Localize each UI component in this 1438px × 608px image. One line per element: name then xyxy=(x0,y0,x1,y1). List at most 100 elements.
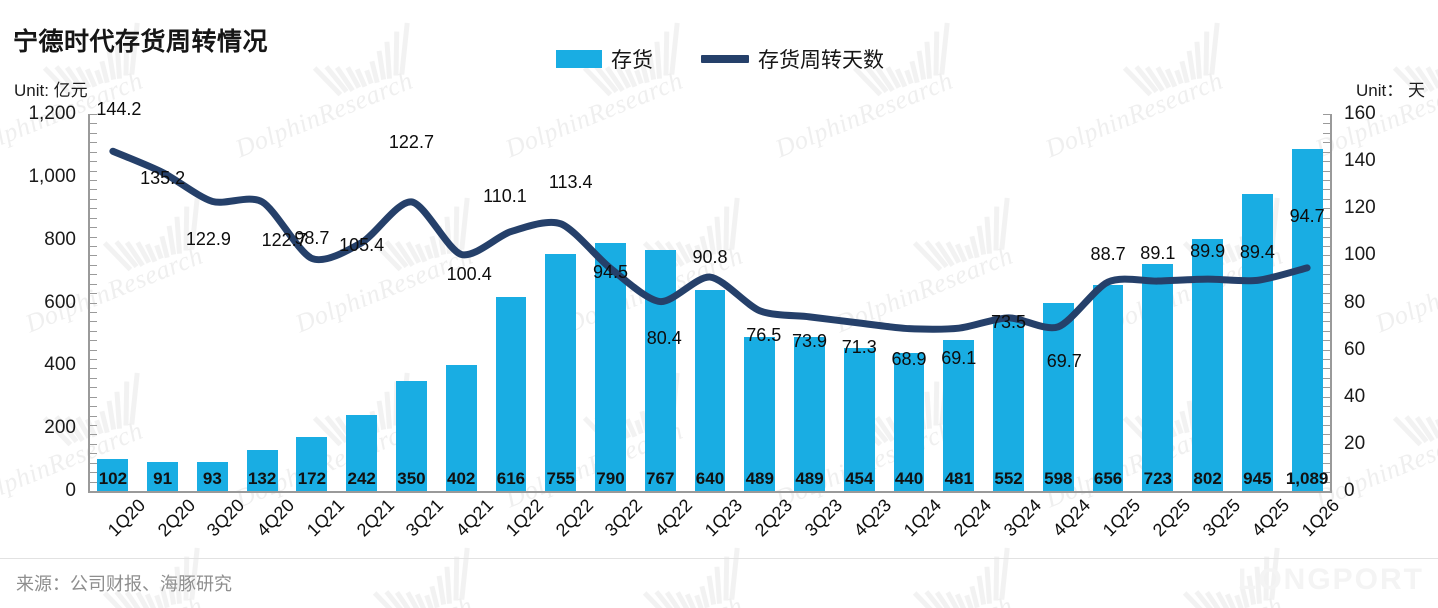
bar[interactable] xyxy=(794,337,825,491)
axis-tick xyxy=(1323,208,1330,210)
bar[interactable] xyxy=(744,337,776,491)
bar[interactable] xyxy=(644,250,676,491)
right-axis-tick-label: 120 xyxy=(1344,197,1376,219)
legend-line-swatch-icon xyxy=(701,55,749,63)
axis-tick xyxy=(1323,114,1330,115)
legend-label: 存货 xyxy=(611,49,653,72)
bar-value-label: 802 xyxy=(1193,469,1222,488)
axis-tick xyxy=(1323,255,1330,257)
axis-tick xyxy=(90,311,97,313)
axis-tick xyxy=(90,123,97,125)
x-axis-tick-label: 2Q24 xyxy=(949,495,995,541)
axis-tick xyxy=(90,330,97,332)
axis-tick xyxy=(90,208,97,210)
line-value-label: 100.4 xyxy=(446,264,492,285)
x-axis-tick-label: 4Q24 xyxy=(1049,495,1095,541)
bar[interactable] xyxy=(993,317,1024,491)
bar[interactable] xyxy=(694,289,726,491)
bar-value-label: 93 xyxy=(202,469,222,488)
page-title: 宁德时代存货周转情况 xyxy=(13,28,269,56)
x-axis-tick-label: 1Q26 xyxy=(1297,495,1344,541)
axis-tick xyxy=(90,227,97,229)
axis-tick xyxy=(1323,387,1330,389)
bar[interactable] xyxy=(545,253,577,491)
right-axis-line xyxy=(1330,114,1332,493)
left-axis-unit: Unit: 亿元 xyxy=(14,81,88,100)
axis-tick xyxy=(1323,425,1330,427)
bar[interactable] xyxy=(147,462,179,491)
bar[interactable] xyxy=(1042,303,1074,491)
bar-value-label: 132 xyxy=(247,469,277,488)
line-value-label: 73.5 xyxy=(991,311,1027,332)
line-value-label: 90.8 xyxy=(692,247,728,268)
bar-value-label: 767 xyxy=(646,469,675,488)
axis-tick xyxy=(90,142,97,144)
bar[interactable] xyxy=(296,436,328,491)
bar[interactable] xyxy=(1142,263,1174,491)
line-value-label: 94.7 xyxy=(1289,205,1325,226)
legend-item-turnover-days[interactable]: 存货周转天数 xyxy=(701,44,884,74)
x-axis-tick-label: 1Q20 xyxy=(103,495,150,541)
bar[interactable] xyxy=(1291,148,1323,491)
bar[interactable] xyxy=(445,364,477,491)
x-axis-tick-label: 2Q23 xyxy=(750,495,796,541)
x-axis-tick-label: 1Q25 xyxy=(1098,495,1145,541)
right-axis-tick-label: 40 xyxy=(1344,385,1366,407)
axis-tick xyxy=(1323,396,1330,398)
axis-tick xyxy=(90,236,97,238)
chart-legend: 存货 存货周转天数 xyxy=(556,44,884,74)
bar[interactable] xyxy=(97,458,129,491)
axis-tick xyxy=(1323,170,1330,172)
left-axis-tick-label: 800 xyxy=(44,228,76,250)
longport-watermark: LONGPORT xyxy=(1238,563,1424,596)
axis-tick xyxy=(1323,274,1330,276)
axis-tick xyxy=(1323,189,1330,191)
legend-label: 存货周转天数 xyxy=(758,49,884,72)
line-value-label: 71.3 xyxy=(841,336,877,357)
left-axis-line xyxy=(88,114,90,493)
axis-tick xyxy=(1323,311,1330,313)
axis-tick xyxy=(1323,349,1330,351)
axis-tick xyxy=(90,255,97,257)
bar[interactable] xyxy=(1092,284,1124,491)
axis-tick xyxy=(1323,264,1330,266)
bar[interactable] xyxy=(246,449,278,491)
bar-value-label: 454 xyxy=(845,469,874,488)
x-axis-labels: 1Q20 2Q20 3Q20 4Q20 1Q21 2Q21 3Q21 4Q21 1Q22 2Q22… xyxy=(88,495,1344,553)
x-axis-tick-label: 2Q22 xyxy=(551,495,597,541)
legend-bar-swatch-icon xyxy=(556,50,602,68)
line-value-label: 88.7 xyxy=(1090,244,1126,264)
x-axis-tick-label: 4Q23 xyxy=(850,495,896,541)
bar[interactable] xyxy=(495,297,527,491)
axis-tick xyxy=(1323,179,1330,181)
axis-tick xyxy=(90,161,97,163)
axis-tick xyxy=(1323,283,1330,285)
axis-tick xyxy=(1323,472,1330,474)
axis-tick xyxy=(1323,132,1330,134)
bar[interactable] xyxy=(595,242,626,491)
line-value-label: 98.7 xyxy=(294,228,330,249)
x-axis-tick-label: 1Q22 xyxy=(501,495,548,541)
axis-tick xyxy=(90,217,97,219)
bar[interactable] xyxy=(196,461,228,491)
x-axis-line xyxy=(88,491,1332,493)
x-axis-tick-label: 4Q25 xyxy=(1248,495,1294,541)
axis-tick xyxy=(90,283,97,285)
bar-value-label: 656 xyxy=(1093,469,1123,488)
bar-value-label: 945 xyxy=(1243,469,1272,488)
line-value-label: 105.4 xyxy=(339,234,385,255)
axis-tick xyxy=(1323,368,1330,370)
x-axis-tick-label: 3Q24 xyxy=(999,495,1045,541)
axis-tick xyxy=(1323,481,1330,483)
bar-value-label: 552 xyxy=(994,469,1023,488)
x-axis-tick-label: 3Q25 xyxy=(1198,495,1244,541)
line-value-label: 135.2 xyxy=(140,168,186,189)
axis-tick xyxy=(90,114,97,115)
legend-item-inventory[interactable]: 存货 xyxy=(556,44,653,74)
left-axis-tick-label: 1,000 xyxy=(28,165,76,187)
left-axis-labels: 0 200 400 600 800 1,000 1,200 xyxy=(0,103,84,501)
bar-value-label: 489 xyxy=(745,469,774,488)
x-axis-tick-label: 2Q21 xyxy=(352,495,398,541)
bar-value-label: 402 xyxy=(447,469,476,488)
watermark-text: DolphinResearch xyxy=(291,591,477,608)
